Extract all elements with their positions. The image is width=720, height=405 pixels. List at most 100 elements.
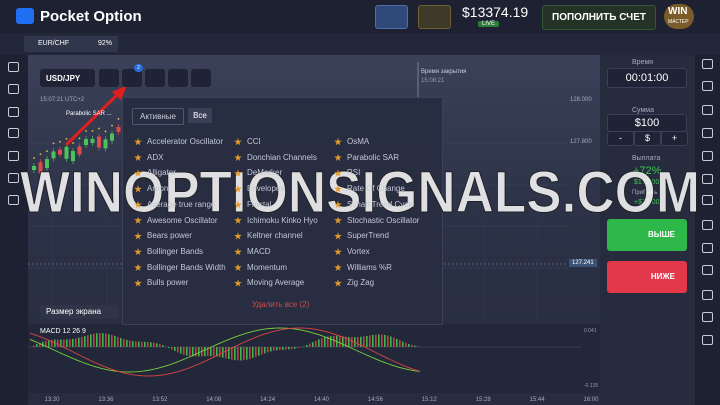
- star[interactable]: [134, 185, 142, 193]
- sidebar-icon[interactable]: [702, 151, 713, 161]
- indicator-item[interactable]: RSI: [347, 168, 361, 178]
- sidebar-icon[interactable]: [8, 151, 19, 161]
- up-button[interactable]: ВЫШЕ: [607, 219, 687, 251]
- star[interactable]: [134, 247, 142, 256]
- sidebar-icon[interactable]: [8, 128, 19, 138]
- indicator-item[interactable]: Parabolic SAR: [347, 152, 400, 162]
- indicator-item[interactable]: Stochastic Oscillator: [347, 215, 420, 225]
- asset-select[interactable]: [40, 69, 95, 87]
- logo[interactable]: Pocket Option: [40, 8, 142, 25]
- star[interactable]: [234, 185, 242, 193]
- sidebar-icon[interactable]: [702, 195, 713, 205]
- indicator-item[interactable]: ADX: [147, 152, 164, 162]
- indicator-item[interactable]: Awesome Oscillator: [147, 215, 218, 225]
- indicator-item[interactable]: Zig Zag: [347, 278, 375, 288]
- sidebar-icon[interactable]: [702, 265, 713, 275]
- indicator-item[interactable]: SuperTrend: [347, 231, 389, 241]
- star[interactable]: [134, 153, 142, 161]
- star[interactable]: [234, 216, 242, 224]
- layout-button[interactable]: [191, 69, 211, 87]
- sidebar-icon[interactable]: [702, 174, 713, 184]
- indicator-item[interactable]: Keltner channel: [247, 231, 303, 241]
- indicator-item[interactable]: OsMA: [347, 137, 370, 146]
- star[interactable]: [134, 138, 142, 146]
- sidebar-icon[interactable]: [8, 62, 19, 72]
- sidebar-icon[interactable]: [8, 107, 19, 117]
- star[interactable]: [134, 169, 142, 177]
- indicator-item[interactable]: CCI: [247, 137, 261, 146]
- sidebar-icon[interactable]: [8, 84, 19, 94]
- chart-type-button[interactable]: [99, 69, 119, 87]
- sidebar-icon[interactable]: [702, 81, 713, 91]
- indicator-item[interactable]: Bears power: [147, 231, 192, 241]
- star[interactable]: [234, 138, 242, 146]
- sidebar-icon[interactable]: [702, 335, 713, 345]
- star[interactable]: [334, 247, 342, 256]
- amount-minus[interactable]: -: [607, 131, 634, 146]
- star[interactable]: [234, 232, 242, 240]
- indicator-item[interactable]: Bollinger Bands: [147, 246, 204, 256]
- sidebar-icon[interactable]: [702, 128, 713, 138]
- star[interactable]: [234, 169, 242, 177]
- level-badge[interactable]: [664, 4, 694, 29]
- star[interactable]: [134, 263, 142, 271]
- indicator-item[interactable]: DeMarker: [247, 168, 283, 178]
- line-button[interactable]: [168, 69, 188, 87]
- deposit-button[interactable]: ПОПОЛНИТЬ СЧЕТ: [542, 5, 656, 30]
- star[interactable]: [134, 279, 142, 287]
- indicator-item[interactable]: Schaff Trend Cycle: [347, 199, 415, 209]
- indicators-button[interactable]: [122, 69, 142, 87]
- panel-tab[interactable]: Все: [188, 108, 212, 123]
- sidebar-icon[interactable]: [702, 59, 713, 69]
- indicator-item[interactable]: Rate Of Change: [347, 184, 405, 194]
- amount-plus[interactable]: +: [661, 131, 688, 146]
- indicator-item[interactable]: Accelerator Oscillator: [147, 137, 224, 146]
- indicator-item[interactable]: Envelopes: [247, 184, 285, 194]
- star[interactable]: [234, 153, 242, 161]
- panel-tab[interactable]: Активные: [132, 108, 184, 125]
- gift-button[interactable]: [418, 5, 451, 29]
- sidebar-icon[interactable]: [702, 312, 713, 322]
- indicator-item[interactable]: Bollinger Bands Width: [147, 262, 226, 272]
- star[interactable]: [334, 138, 342, 146]
- star[interactable]: [234, 279, 242, 287]
- time-value[interactable]: 00:01:00: [607, 68, 687, 88]
- sidebar-icon[interactable]: [702, 290, 713, 300]
- sidebar-icon[interactable]: [8, 195, 19, 205]
- screen-size[interactable]: Размер экрана: [40, 305, 118, 319]
- indicator-item[interactable]: Aroon: [147, 184, 169, 194]
- star[interactable]: [334, 232, 342, 240]
- chat-button[interactable]: [375, 5, 408, 29]
- sidebar-icon[interactable]: [702, 243, 713, 253]
- indicator-item[interactable]: Bulls power: [147, 278, 189, 288]
- indicator-item[interactable]: MACD: [247, 246, 271, 256]
- indicator-item[interactable]: Williams %R: [347, 262, 392, 272]
- indicator-item[interactable]: Ichimoku Kinko Hyo: [247, 215, 318, 225]
- balance[interactable]: $13374.19: [462, 4, 529, 20]
- asset-tab[interactable]: [24, 36, 118, 52]
- indicator-item[interactable]: Alligator: [147, 168, 176, 178]
- indicator-item[interactable]: Moving Average: [247, 278, 305, 288]
- star[interactable]: [234, 263, 242, 271]
- star[interactable]: [334, 263, 342, 271]
- indicator-item[interactable]: Momentum: [247, 262, 288, 272]
- star[interactable]: [334, 216, 342, 224]
- sidebar-icon[interactable]: [702, 220, 713, 230]
- indicator-item[interactable]: Fractal: [247, 199, 272, 209]
- indicator-item[interactable]: Donchian Channels: [247, 152, 317, 162]
- star[interactable]: [134, 200, 142, 209]
- sidebar-icon[interactable]: [8, 173, 19, 183]
- indicator-item[interactable]: Vortex: [347, 246, 370, 256]
- amount-currency[interactable]: $: [634, 131, 661, 146]
- star[interactable]: [334, 185, 342, 193]
- star[interactable]: [134, 232, 142, 240]
- star[interactable]: [334, 169, 342, 177]
- indicator-item[interactable]: Average true range: [147, 199, 216, 209]
- remove-all[interactable]: Удалить все (2): [252, 300, 310, 309]
- amount-value[interactable]: $100: [607, 114, 687, 132]
- down-button[interactable]: НИЖЕ: [607, 261, 687, 293]
- draw-button[interactable]: [145, 69, 165, 87]
- star[interactable]: [234, 200, 242, 209]
- star[interactable]: [334, 153, 342, 161]
- star[interactable]: [134, 216, 142, 224]
